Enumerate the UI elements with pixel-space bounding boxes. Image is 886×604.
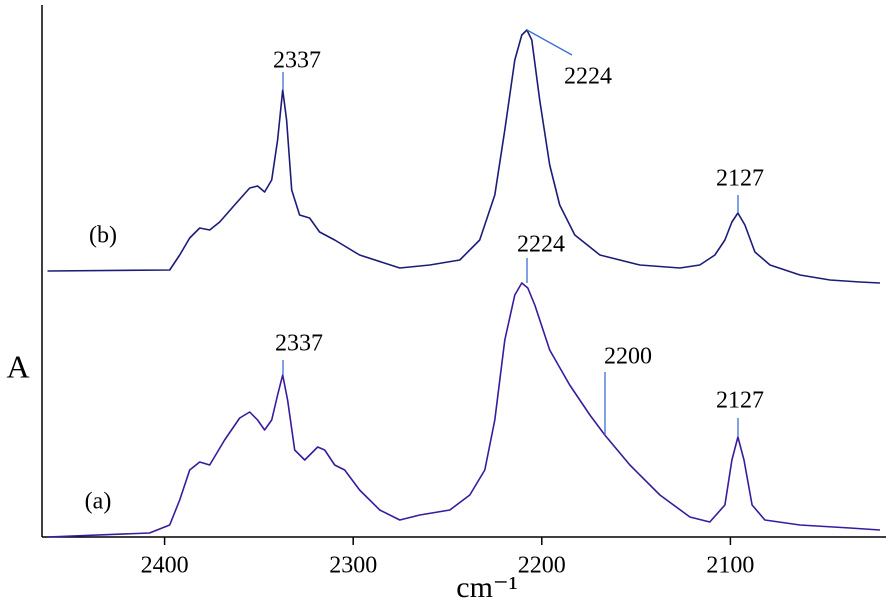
annotation: 2224: [517, 232, 565, 258]
annotation: 2337: [275, 331, 323, 357]
x-tick-label: 2100: [706, 553, 754, 579]
annotation: 2200: [604, 344, 652, 370]
annotation: 2337: [273, 48, 321, 74]
annotation: 2127: [716, 388, 764, 414]
annotation: 2224: [564, 64, 612, 90]
annotation: 2127: [716, 166, 764, 192]
x-axis-label: cm⁻¹: [456, 571, 517, 604]
spectrum-line: [47, 282, 881, 538]
x-tick-label: 2400: [141, 553, 189, 579]
x-tick-label: 2200: [518, 553, 566, 579]
spectrum-line: [47, 29, 881, 284]
series-label: (b): [89, 223, 117, 249]
y-axis-label: A: [6, 348, 29, 384]
x-tick-label: 2300: [329, 553, 377, 579]
annotation-line: [526, 29, 573, 56]
series-label: (a): [85, 489, 112, 515]
